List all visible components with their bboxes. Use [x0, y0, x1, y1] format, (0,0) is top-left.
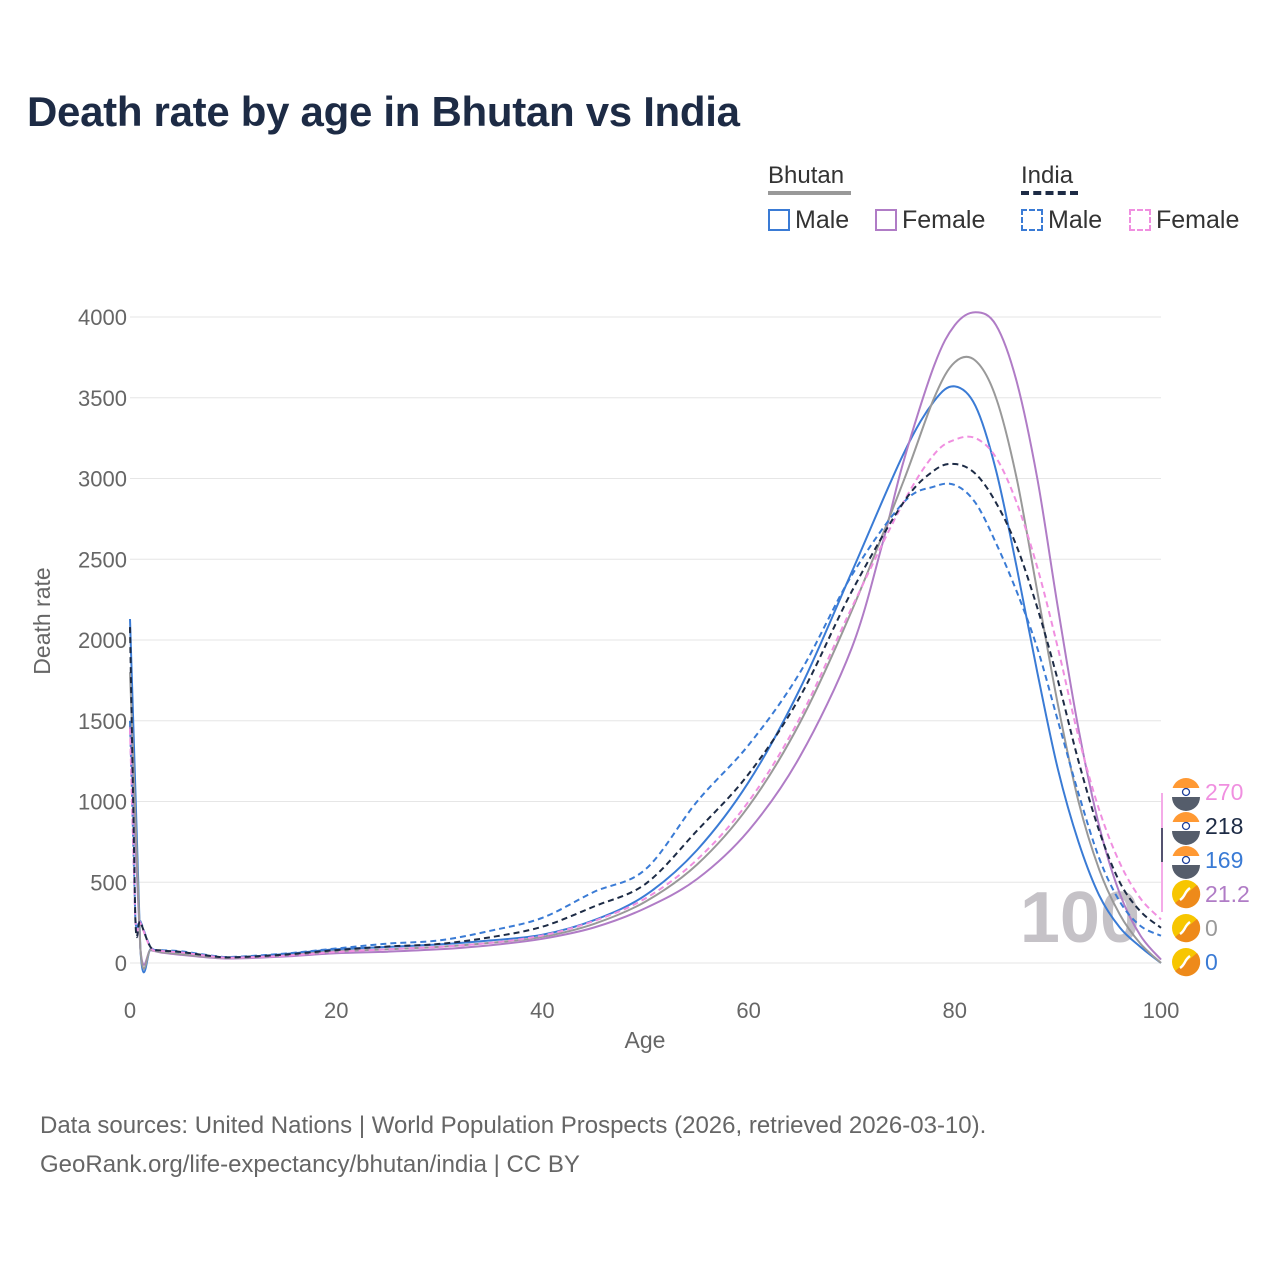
data-sources: Data sources: United Nations | World Pop…: [40, 1106, 986, 1184]
end-value-label: 0: [1205, 949, 1218, 975]
x-tick-label: 0: [124, 998, 136, 1023]
x-tick-label: 20: [324, 998, 348, 1023]
legend-label: Female: [902, 205, 986, 234]
legend-swatch: [768, 209, 790, 231]
legend-group-bhutan-line: [768, 191, 851, 195]
y-tick-label: 2000: [78, 628, 127, 653]
sources-link[interactable]: GeoRank.org/life-expectancy/bhutan/india…: [40, 1151, 580, 1178]
sources-line-1: Data sources: United Nations | World Pop…: [40, 1112, 987, 1139]
legend-item-india-male[interactable]: Male: [1021, 206, 1102, 234]
end-value-label: 270: [1205, 779, 1243, 805]
series-line-bhutan-female[interactable]: [129, 311, 1162, 966]
legend-label: Male: [795, 205, 850, 234]
series-line-india-total[interactable]: [129, 462, 1162, 959]
x-tick-label: 60: [736, 998, 760, 1023]
y-tick-label: 4000: [78, 305, 127, 330]
legend-item-bhutan-female[interactable]: Female: [875, 206, 985, 234]
india-flag-icon: [1172, 778, 1200, 811]
legend-swatch: [1021, 209, 1043, 231]
x-tick-label: 80: [943, 998, 967, 1023]
y-axis-title: Death rate: [29, 567, 55, 674]
legend-group-india-line: [1021, 191, 1078, 195]
y-tick-label: 1500: [78, 709, 127, 734]
india-flag-icon: [1172, 812, 1200, 845]
end-value-label: 169: [1205, 847, 1243, 873]
x-tick-label: 100: [1143, 998, 1180, 1023]
x-tick-label: 40: [530, 998, 554, 1023]
legend-group-india: India: [1021, 162, 1074, 189]
series: [129, 311, 1162, 974]
y-tick-label: 3000: [78, 467, 127, 492]
legend-label: Male: [1048, 205, 1103, 234]
series-line-india-female[interactable]: [129, 435, 1162, 959]
end-labels: 270 218 169 21.2 0 0: [1161, 778, 1250, 977]
axes: 0 500 1000 1500 2000 2500 3000 3500 4000 0 20 40 60 8…: [78, 305, 1179, 1023]
bhutan-flag-icon: [1172, 914, 1201, 943]
y-tick-label: 3500: [78, 386, 127, 411]
legend-swatch: [875, 209, 897, 231]
y-tick-label: 500: [90, 870, 127, 895]
y-tick-label: 1000: [78, 790, 127, 815]
legend-group-bhutan: Bhutan: [768, 162, 845, 189]
x-axis-title: Age: [625, 1027, 666, 1053]
end-value-label: 21.2: [1205, 881, 1250, 907]
series-line-bhutan-total[interactable]: [129, 355, 1162, 970]
y-tick-label: 0: [115, 951, 127, 976]
grid-lines: [130, 316, 1161, 964]
end-value-label: 218: [1205, 813, 1243, 839]
legend-item-bhutan-male[interactable]: Male: [768, 206, 849, 234]
legend-swatch: [1129, 209, 1151, 231]
legend-label: Female: [1156, 205, 1240, 234]
bhutan-flag-icon: [1172, 948, 1201, 977]
bhutan-flag-icon: [1172, 880, 1201, 909]
end-value-label: 0: [1205, 915, 1218, 941]
page-title: Death rate by age in Bhutan vs India: [27, 88, 740, 135]
legend-item-india-female[interactable]: Female: [1129, 206, 1239, 234]
y-tick-label: 2500: [78, 547, 127, 572]
india-flag-icon: [1172, 846, 1200, 879]
